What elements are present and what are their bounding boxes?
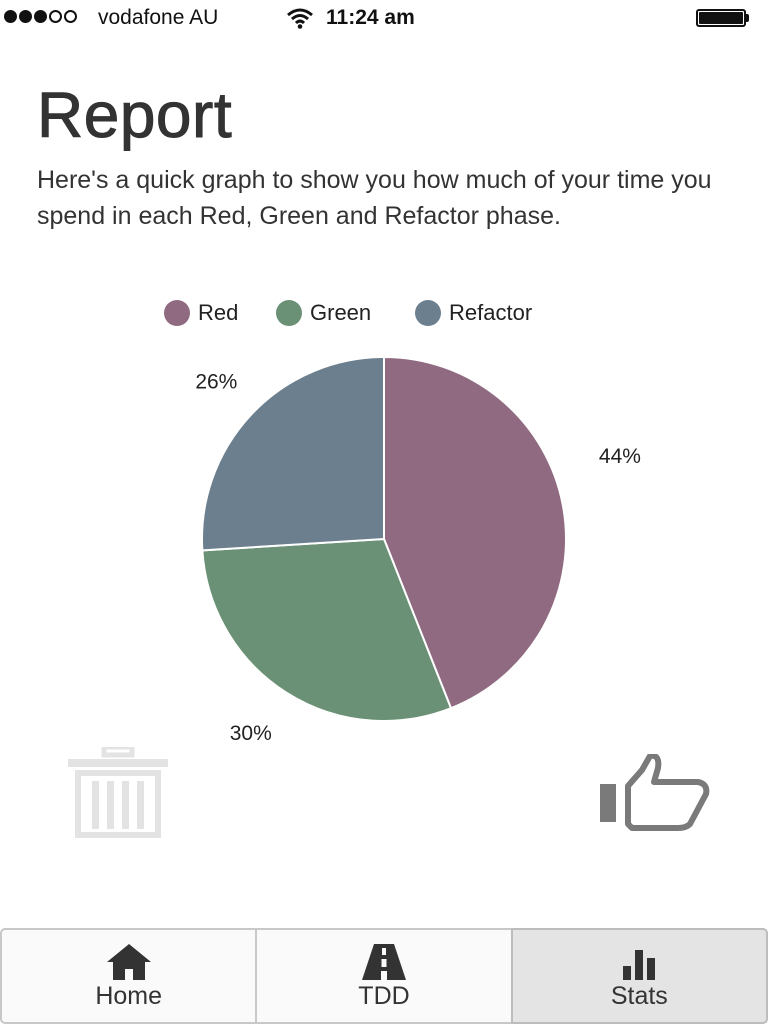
status-time: 11:24 am	[326, 6, 415, 29]
legend-swatch-red	[164, 300, 190, 326]
legend-swatch-refactor	[415, 300, 441, 326]
legend-item-red: Red	[164, 300, 238, 326]
tab-stats-label: Stats	[610, 982, 668, 1010]
tab-tdd-label: TDD	[358, 982, 410, 1010]
signal-strength-icon	[4, 10, 77, 23]
legend-swatch-green	[276, 300, 302, 326]
pie-label-refactor: 26%	[195, 371, 237, 394]
wifi-icon	[287, 8, 313, 29]
pie-label-green: 30%	[230, 722, 272, 745]
legend-label-red: Red	[198, 300, 239, 325]
tab-home-label: Home	[95, 982, 162, 1010]
road-icon	[361, 944, 406, 980]
page-description: Here's a quick graph to show you how muc…	[37, 166, 712, 230]
home-icon	[106, 944, 151, 980]
legend-label-refactor: Refactor	[449, 300, 533, 325]
carrier-name: vodafone AU	[98, 6, 219, 29]
status-bar: vodafone AU 11:24 am	[0, 0, 768, 36]
tab-stats[interactable]: Stats	[510, 928, 768, 1024]
tab-tdd[interactable]: TDD	[255, 928, 513, 1024]
pie-slice-red	[383, 355, 567, 710]
tab-bar: Home TDD Stats	[0, 928, 768, 1024]
page-title: Report	[36, 79, 233, 152]
legend-item-refactor: Refactor	[415, 300, 532, 326]
pie-label-red: 44%	[599, 445, 641, 468]
trash-icon[interactable]	[66, 747, 170, 839]
bar-chart-icon	[623, 950, 656, 980]
pie-slice-refactor	[201, 355, 385, 552]
chart-legend: Red Green Refactor	[0, 300, 768, 330]
tab-home[interactable]: Home	[0, 928, 258, 1024]
pie-slice-green	[201, 537, 453, 722]
battery-icon	[696, 9, 749, 27]
legend-item-green: Green	[276, 300, 371, 326]
thumbs-up-icon[interactable]	[598, 754, 712, 832]
legend-label-green: Green	[310, 300, 372, 325]
pie-chart: 44% 30% 26%	[195, 355, 641, 745]
